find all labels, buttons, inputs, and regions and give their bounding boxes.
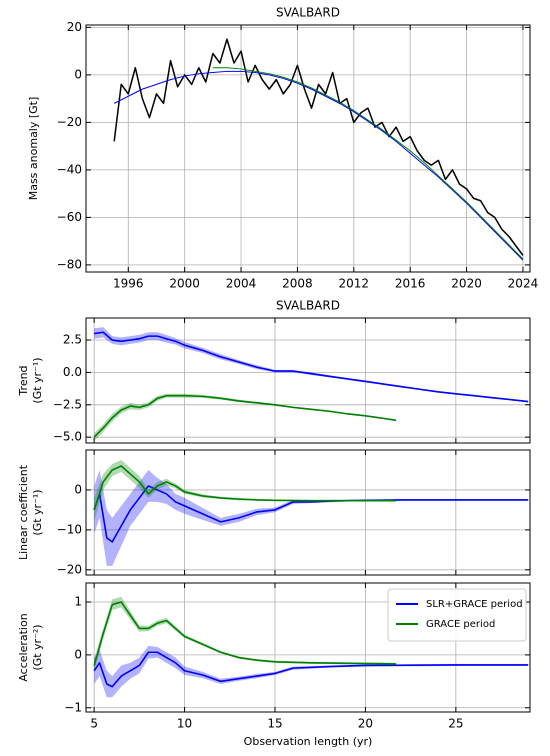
x-tick-label: 2024 xyxy=(508,277,539,291)
y-axis-label: (Gt yr⁻¹) xyxy=(31,489,44,535)
x-tick-label: 2004 xyxy=(226,277,257,291)
x-tick-label: 2008 xyxy=(282,277,313,291)
error-band xyxy=(94,645,529,698)
y-axis-label: (Gt yr⁻²) xyxy=(31,624,44,670)
data-line xyxy=(113,38,524,256)
y-tick-label: −60 xyxy=(57,210,82,224)
plot-frame xyxy=(85,317,531,444)
y-axis-label: Trend xyxy=(17,365,30,396)
y-axis-label: Acceleration xyxy=(17,613,30,681)
y-tick-label: −10 xyxy=(57,522,82,536)
error-band xyxy=(94,459,397,522)
y-tick-label: −2.5 xyxy=(53,397,82,411)
data-line xyxy=(93,465,397,511)
x-tick-label: 25 xyxy=(448,717,463,731)
y-tick-label: −20 xyxy=(57,115,82,129)
y-tick-label: −40 xyxy=(57,162,82,176)
x-tick-label: 15 xyxy=(267,717,282,731)
legend-label: SLR+GRACE period xyxy=(426,599,523,610)
y-tick-label: −5.0 xyxy=(53,430,82,444)
data-line xyxy=(93,651,529,688)
y-tick-label: 1 xyxy=(74,595,82,609)
data-line xyxy=(212,67,524,260)
x-tick-label: 2000 xyxy=(169,277,200,291)
y-tick-label: 0 xyxy=(74,67,82,81)
y-tick-label: −80 xyxy=(57,257,82,271)
data-line xyxy=(93,601,397,666)
y-axis-label: (Gt yr⁻¹) xyxy=(31,357,44,403)
y-tick-label: 0 xyxy=(74,482,82,496)
y-tick-label: −20 xyxy=(57,562,82,576)
y-tick-label: 0.0 xyxy=(63,365,82,379)
data-line xyxy=(113,70,524,261)
y-tick-label: −1 xyxy=(64,700,82,714)
plot-frame xyxy=(85,24,531,273)
error-band xyxy=(94,327,529,403)
x-tick-label: 5 xyxy=(90,717,98,731)
data-line xyxy=(93,394,397,438)
y-tick-label: 0 xyxy=(74,647,82,661)
data-line xyxy=(94,331,529,403)
x-tick-label: 10 xyxy=(177,717,192,731)
x-tick-label: 1996 xyxy=(113,277,144,291)
x-axis-label: Observation length (yr) xyxy=(244,735,373,748)
y-axis-label: Linear coefficient xyxy=(17,464,30,560)
chart-title: SVALBARD xyxy=(276,6,340,20)
legend-label: GRACE period xyxy=(426,619,495,630)
y-tick-label: 2.5 xyxy=(63,333,82,347)
x-tick-label: 2020 xyxy=(451,277,482,291)
y-axis-label: Mass anomaly [Gt] xyxy=(27,97,40,201)
x-tick-label: 2016 xyxy=(395,277,426,291)
x-tick-label: 20 xyxy=(358,717,373,731)
chart-title: SVALBARD xyxy=(276,299,340,313)
legend-box xyxy=(387,588,527,642)
plot-frame xyxy=(85,582,531,713)
plot-frame xyxy=(85,449,531,576)
y-tick-label: 20 xyxy=(67,20,82,34)
x-tick-label: 2012 xyxy=(339,277,370,291)
